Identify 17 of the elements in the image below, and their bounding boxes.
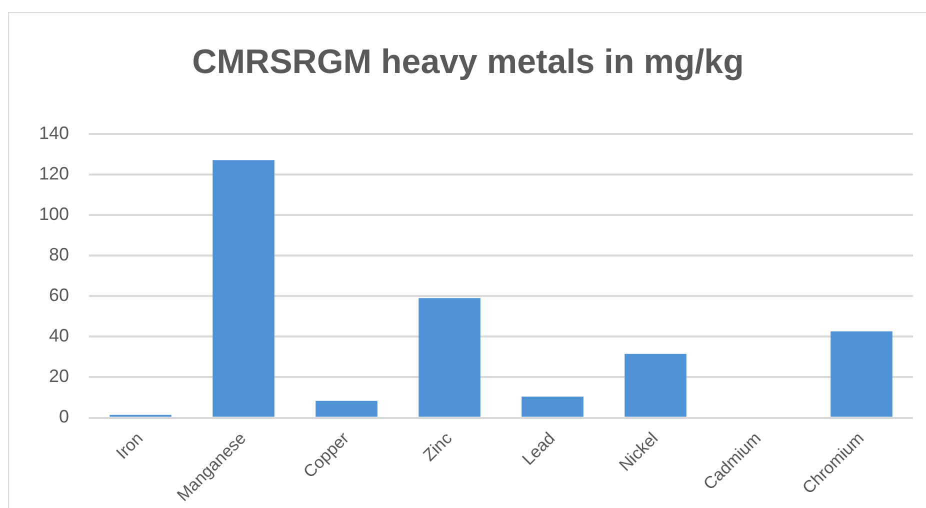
bar	[316, 400, 378, 417]
y-tick-label: 0	[59, 406, 70, 427]
bar	[624, 354, 686, 417]
y-tick-label: 80	[49, 244, 70, 264]
bar	[418, 298, 480, 417]
y-tick-label: 100	[38, 204, 70, 224]
x-tick-label: Iron	[112, 428, 147, 463]
x-tick-label: Zinc	[420, 428, 456, 465]
y-tick-label: 140	[38, 122, 70, 143]
bar	[522, 396, 584, 417]
y-tick-label: 20	[49, 366, 70, 386]
y-tick-label: 40	[49, 326, 70, 346]
bar	[212, 160, 274, 417]
bar	[830, 331, 892, 417]
chart-title: CMRSRGM heavy metals in mg/kg	[191, 43, 745, 82]
y-tick-label: 60	[49, 285, 70, 306]
y-tick-label: 120	[38, 163, 70, 184]
